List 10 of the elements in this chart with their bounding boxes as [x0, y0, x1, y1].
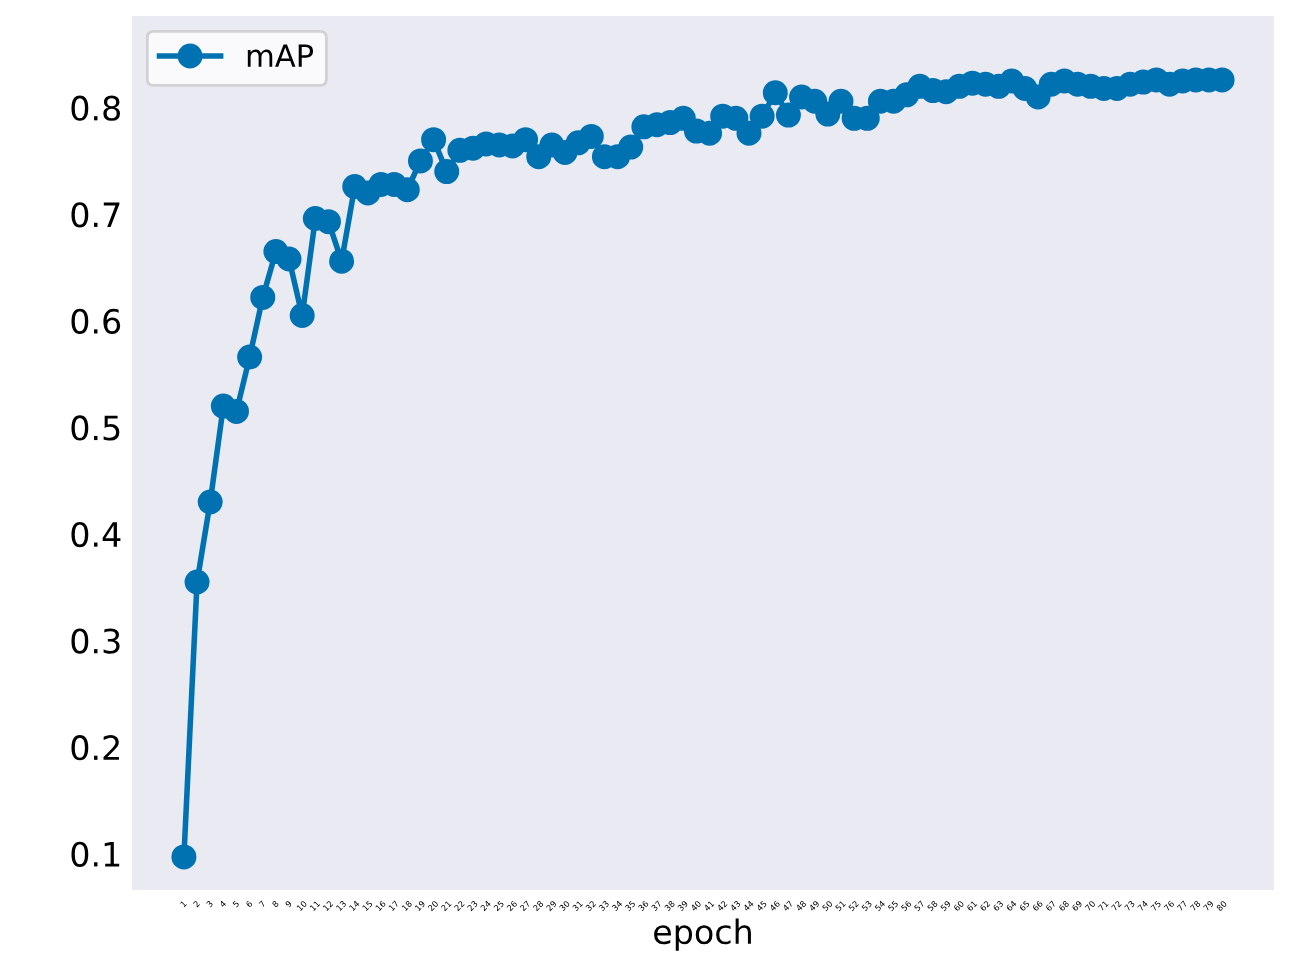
y-tick-label: 0.3 [71, 628, 120, 654]
legend-label: mAP [247, 44, 314, 67]
y-tick-label: 0.2 [71, 735, 119, 761]
y-tick-label: 0.8 [71, 95, 120, 121]
y-tick-label: 0.4 [71, 521, 121, 548]
y-tick-label: 0.6 [71, 308, 121, 334]
y-tick-label: 0.1 [71, 841, 120, 867]
x-axis-title: epoch [654, 918, 751, 951]
y-tick-label: 0.5 [71, 415, 120, 441]
y-tick-label: 0.7 [71, 202, 120, 228]
